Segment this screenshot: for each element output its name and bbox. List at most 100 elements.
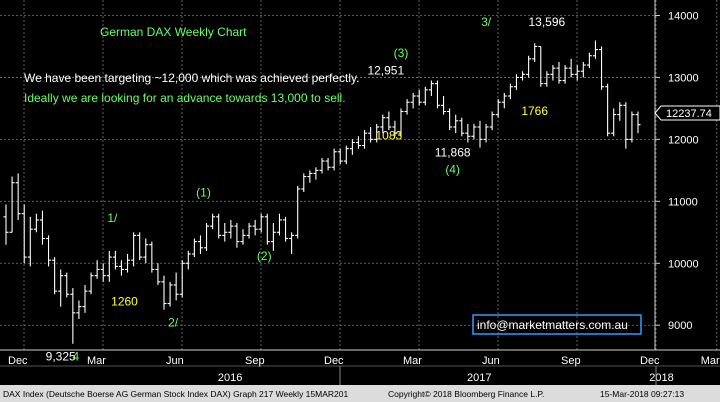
x-tick-labels: Dec Mar Jun Sep Dec Mar Jun Sep Dec Mar 2016 2017 20…	[8, 355, 720, 385]
price-bar	[483, 123, 489, 143]
price-bar	[580, 61, 586, 78]
price-bar	[605, 83, 611, 137]
price-bar	[191, 238, 197, 258]
price-bar	[167, 281, 173, 307]
price-bar	[392, 120, 398, 137]
annotation-label: 11,868	[435, 146, 471, 160]
last-price-label: 12237.74	[666, 108, 712, 120]
price-bar	[143, 238, 149, 264]
price-bar	[76, 300, 82, 320]
y-tick-label: 13000	[668, 72, 699, 84]
price-bar	[447, 108, 453, 131]
footer-security-info: DAX Index (Deutsche Boerse AG German Sto…	[3, 389, 349, 399]
price-bar	[118, 260, 124, 276]
price-bar	[33, 213, 39, 233]
price-bar	[416, 89, 422, 106]
price-bar	[106, 250, 112, 282]
price-bar	[398, 108, 404, 137]
price-bar	[155, 263, 161, 285]
annotation-label: (2)	[257, 249, 272, 263]
annotation-label: 12,951	[367, 63, 404, 77]
price-bar	[161, 275, 167, 310]
price-bar	[368, 126, 374, 143]
price-bar	[599, 46, 605, 90]
bloomberg-footer: DAX Index (Deutsche Boerse AG German Sto…	[0, 385, 720, 402]
axes	[0, 0, 720, 367]
x-tick-label: Dec	[8, 355, 28, 367]
email-box: info@marketmatters.com.au	[472, 314, 642, 335]
price-bar	[234, 223, 240, 248]
price-bar	[46, 235, 52, 267]
price-bar	[629, 111, 635, 143]
price-bar	[532, 43, 538, 62]
price-bar	[204, 223, 210, 251]
price-bar	[100, 263, 106, 282]
price-bar	[125, 253, 131, 273]
price-bar	[362, 130, 368, 149]
annotation-label: 1083	[375, 128, 402, 142]
price-bar	[349, 139, 355, 155]
annotation-label: 1766	[521, 104, 548, 118]
price-bar	[27, 216, 33, 267]
y-tick-label: 11000	[668, 196, 698, 208]
price-bar	[283, 216, 289, 242]
price-bar	[538, 45, 544, 87]
price-bar	[526, 55, 532, 78]
price-bar	[617, 102, 623, 121]
x-tick-label: Mar	[701, 355, 720, 367]
price-bar	[477, 120, 483, 148]
x-tick-label: Sep	[245, 355, 265, 367]
price-bar	[325, 157, 331, 171]
price-bar	[611, 108, 617, 137]
footer-copyright: Copyright© 2018 Bloomberg Finance L.P.	[388, 389, 545, 399]
price-bar	[173, 272, 179, 301]
subtitle-line-1: We have been targeting ~12,000 which was…	[24, 71, 359, 85]
price-bar	[264, 213, 270, 245]
price-bar	[3, 204, 9, 245]
price-bar	[592, 40, 598, 59]
annotation-label: 1260	[111, 294, 138, 308]
price-bar	[355, 136, 361, 149]
y-tick-label: 12000	[668, 134, 699, 146]
y-tick-labels: 14000 13000 12000 11000 10000 9000	[668, 10, 699, 332]
price-bar	[623, 102, 629, 149]
price-bar	[88, 272, 94, 295]
annotation-label: (4)	[445, 162, 460, 176]
price-bar	[520, 71, 526, 81]
price-bar	[307, 170, 313, 183]
annotation-label: 3/	[481, 15, 492, 29]
price-bar	[404, 99, 410, 115]
price-bar	[428, 80, 434, 97]
x-year-label: 2017	[467, 372, 491, 384]
price-bar	[240, 229, 246, 245]
price-bar	[568, 58, 574, 78]
price-bar	[489, 111, 495, 131]
price-bar	[289, 232, 295, 254]
price-bars	[3, 40, 641, 344]
price-bar	[258, 213, 264, 233]
price-bar	[94, 260, 100, 279]
price-bar	[465, 123, 471, 143]
price-bar	[544, 71, 550, 87]
price-bar	[441, 96, 447, 115]
annotation-label: 2/	[168, 315, 179, 329]
price-bar	[9, 176, 15, 233]
x-tick-label: Sep	[561, 355, 581, 367]
price-bar	[295, 185, 301, 239]
y-tick-label: 14000	[668, 10, 699, 22]
price-bar	[270, 223, 276, 251]
price-bar	[210, 213, 216, 230]
dax-weekly-chart: 14000 13000 12000 11000 10000 9000 Dec Mar Jun S…	[0, 0, 720, 385]
chart-title: German DAX Weekly Chart	[100, 25, 247, 39]
price-bar	[374, 123, 380, 143]
price-bar	[635, 111, 641, 134]
price-bar	[301, 173, 307, 193]
x-year-label: 2016	[218, 372, 242, 384]
price-bar	[434, 80, 440, 109]
price-bar	[410, 92, 416, 109]
price-bar	[337, 148, 343, 165]
price-bar	[70, 288, 76, 344]
x-tick-label: Dec	[640, 355, 660, 367]
price-bar	[556, 61, 562, 84]
